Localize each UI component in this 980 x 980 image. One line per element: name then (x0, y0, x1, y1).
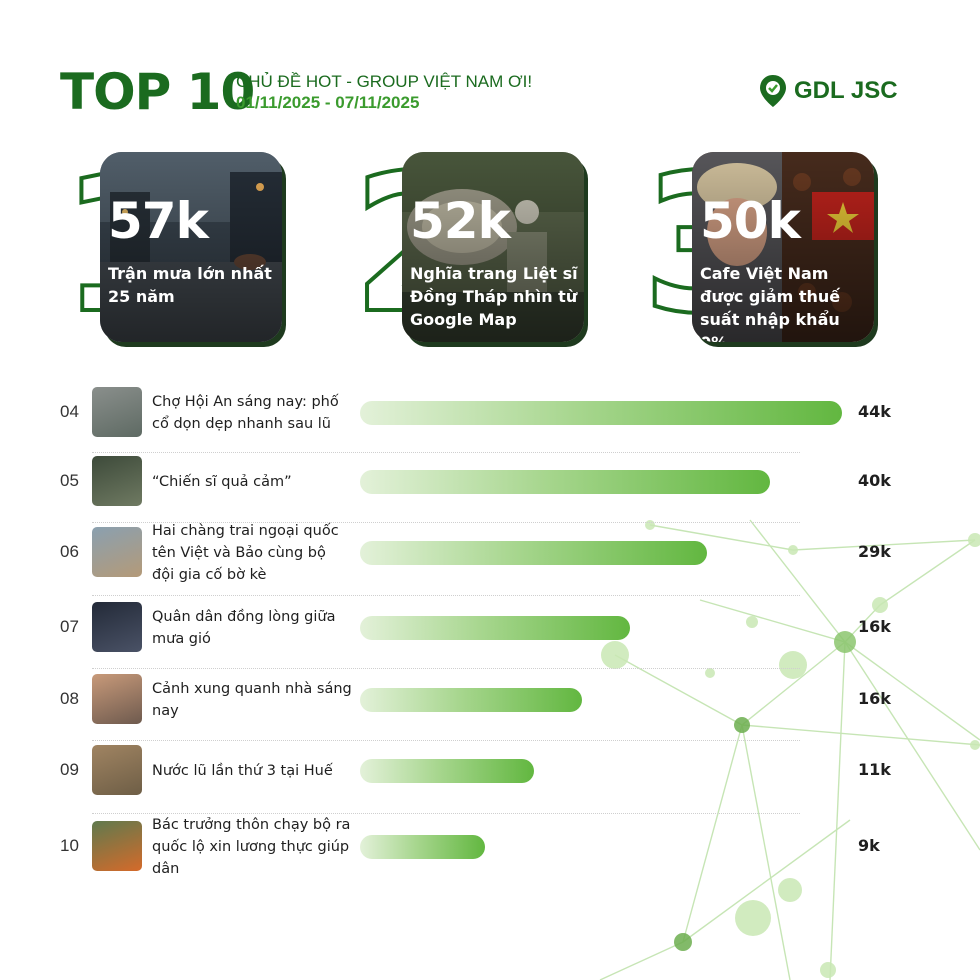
brand-logo: GDL JSC (758, 74, 898, 108)
row-bar (360, 470, 770, 494)
page-title: TOP 10 (60, 63, 255, 121)
map-pin-icon (760, 75, 786, 107)
top-card-value: 57k (108, 192, 209, 250)
row-thumbnail (92, 602, 142, 652)
row-value: 16k (858, 689, 891, 708)
row-thumbnail (92, 387, 142, 437)
row-thumbnail (92, 456, 142, 506)
row-divider (92, 595, 800, 596)
top-card-3[interactable]: 50k Cafe Việt Nam được giảm thuế suất nh… (692, 152, 874, 342)
row-divider (92, 813, 800, 814)
logo-text: GDL JSC (794, 77, 898, 104)
row-bar (360, 835, 485, 859)
row-thumbnail (92, 745, 142, 795)
row-title: Quân dân đồng lòng giữa mưa gió (152, 609, 336, 647)
row-rank: 07 (60, 617, 79, 636)
row-rank: 08 (60, 689, 79, 708)
row-rank: 04 (60, 402, 79, 421)
top-card-value: 52k (410, 192, 511, 250)
top-card-1[interactable]: 57k Trận mưa lớn nhất 25 năm (100, 152, 282, 342)
row-rank: 09 (60, 760, 79, 779)
row-bar (360, 401, 842, 425)
row-title: “Chiến sĩ quả cảm” (152, 474, 292, 490)
row-divider (92, 740, 800, 741)
top-card-value: 50k (700, 192, 801, 250)
row-title: Bác trưởng thôn chạy bộ ra quốc lộ xin l… (152, 817, 351, 877)
row-value: 29k (858, 542, 891, 561)
top-card-caption: Cafe Việt Nam được giảm thuế suất nhập k… (700, 264, 841, 342)
row-thumbnail (92, 821, 142, 871)
row-value: 9k (858, 836, 880, 855)
top-card-caption: Nghĩa trang Liệt sĩ Đồng Tháp nhìn từ Go… (410, 264, 578, 329)
row-rank: 05 (60, 471, 79, 490)
top-card-2[interactable]: 52k Nghĩa trang Liệt sĩ Đồng Tháp nhìn t… (402, 152, 584, 342)
row-bar (360, 759, 534, 783)
row-value: 44k (858, 402, 891, 421)
row-value: 11k (858, 760, 891, 779)
row-divider (92, 452, 800, 453)
top-card-caption: Trận mưa lớn nhất 25 năm (108, 264, 272, 306)
row-thumbnail (92, 674, 142, 724)
row-rank: 10 (60, 836, 79, 855)
row-bar (360, 541, 707, 565)
row-rank: 06 (60, 542, 79, 561)
page-subtitle: CHỦ ĐỀ HOT - GROUP VIỆT NAM ƠI! (236, 72, 533, 91)
row-title: Hai chàng trai ngoại quốc tên Việt và Bả… (152, 523, 339, 583)
row-value: 16k (858, 617, 891, 636)
row-divider (92, 522, 800, 523)
row-title: Cảnh xung quanh nhà sáng nay (152, 681, 352, 719)
row-thumbnail (92, 527, 142, 577)
row-divider (92, 668, 800, 669)
row-title: Chợ Hội An sáng nay: phố cổ dọn dẹp nhan… (152, 394, 339, 432)
date-range: 01/11/2025 - 07/11/2025 (236, 93, 420, 112)
row-title: Nước lũ lần thứ 3 tại Huế (152, 763, 333, 779)
row-bar (360, 616, 630, 640)
row-value: 40k (858, 471, 891, 490)
row-bar (360, 688, 582, 712)
